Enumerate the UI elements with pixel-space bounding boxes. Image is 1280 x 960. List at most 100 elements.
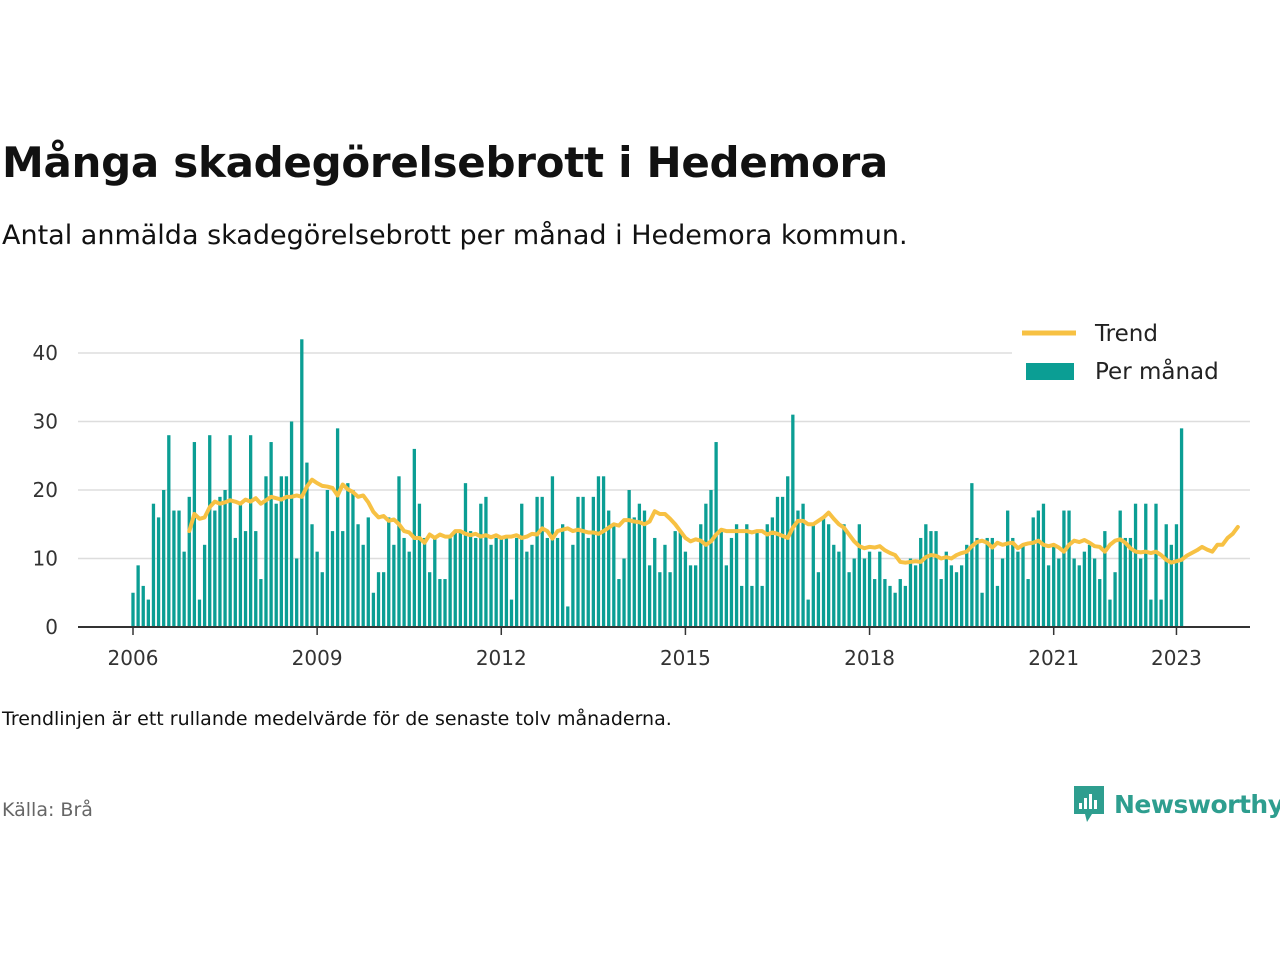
bar [1092,558,1097,627]
x-tick-label: 2021 [1028,646,1079,670]
bar [949,565,954,627]
bar [647,565,652,627]
x-tick-label: 2018 [844,646,895,670]
bar [1011,537,1015,627]
bar [878,551,882,627]
y-tick-label: 10 [33,547,58,571]
bar [637,503,642,627]
y-tick-label: 20 [33,478,58,502]
footnote: Trendlinjen är ett rullande medelvärde f… [2,708,672,730]
bar [581,496,585,627]
bar [525,551,529,627]
x-tick-label: 2023 [1151,646,1202,670]
bar [366,517,370,627]
bar [740,585,744,627]
bar [315,551,319,627]
y-tick-label: 40 [33,341,58,365]
bar [341,531,345,627]
bar [1174,524,1179,627]
bar [867,551,872,627]
bar [816,572,821,627]
bar [719,531,723,627]
bar [1036,510,1040,627]
brand-logo: Newsworthy [1072,784,1280,824]
bar [985,537,989,627]
bar [335,428,340,627]
bar [632,517,636,627]
bar [601,476,606,627]
bar [852,558,856,627]
bar [305,462,309,627]
bar [1006,510,1010,627]
bar [591,496,595,627]
x-axis: 2006 2009 2012 2015 2018 2021 2023 [78,626,1250,670]
bar [627,490,631,627]
bar [561,524,565,627]
bar [1139,558,1143,627]
bar [1031,517,1035,627]
bar [325,490,330,627]
bar [596,476,601,627]
bar [642,510,647,627]
bar [514,537,519,627]
bar [1144,503,1148,627]
bar [463,483,468,627]
bar [1087,544,1092,627]
bar [392,544,396,627]
bar [883,579,887,627]
bar [975,537,979,627]
bar [151,503,156,627]
bar [259,579,263,627]
bar [1082,551,1087,627]
bar [847,572,851,627]
bar [1159,599,1163,627]
brand-name: Newsworthy [1114,789,1280,819]
bar [422,537,427,627]
bar [1016,551,1020,627]
bar [300,339,304,627]
bar [1128,537,1133,627]
bar [218,496,222,627]
bar [1149,599,1153,627]
bar [453,531,457,627]
bar [249,435,253,627]
bar [791,414,795,627]
bar [1164,524,1168,627]
bar [734,524,739,627]
bar [837,551,841,627]
bar [289,421,294,627]
bar [668,572,672,627]
legend-bar-swatch [1026,363,1074,380]
bar [448,537,452,627]
bar [1098,579,1102,627]
bar [704,503,708,627]
bar [167,435,171,627]
source-label: Källa: Brå [2,799,93,821]
bar [284,476,289,627]
legend-bar-label: Per månad [1095,357,1219,385]
y-tick-label: 30 [33,410,58,434]
bar [898,579,902,627]
bar [760,585,764,627]
bar [489,544,493,627]
bar [433,537,437,627]
bar [162,490,166,627]
bar [1169,544,1173,627]
bar [177,510,181,627]
bar [959,565,964,627]
chart-area: 0 10 20 30 40 2006 2009 2012 2015 2018 2021 2023 T… [33,314,1250,670]
bar [182,551,186,627]
bar [438,579,442,627]
bar [673,531,677,627]
bar [934,531,938,627]
bar [1067,510,1071,627]
bar [387,517,391,627]
bar [1123,537,1127,627]
bar [279,476,283,627]
bar [1154,503,1158,627]
bar [924,524,928,627]
bar [944,551,948,627]
bar [873,579,877,627]
bar [765,524,769,627]
bar [622,558,626,627]
